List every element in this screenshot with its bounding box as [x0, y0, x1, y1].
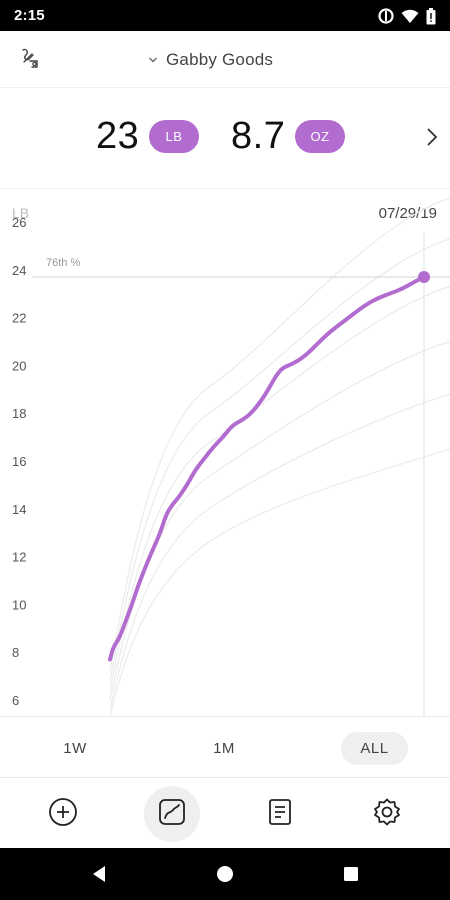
y-tick-label: 14	[12, 502, 26, 517]
bottom-nav	[0, 779, 450, 848]
percentile-reference-curve	[109, 238, 450, 682]
y-tick-label: 12	[12, 550, 26, 565]
battery-icon	[426, 7, 436, 25]
back-icon[interactable]	[88, 863, 110, 885]
nav-add-entry-button[interactable]	[35, 786, 91, 842]
percentile-reference-curve	[109, 285, 450, 691]
scale-tool-icon[interactable]	[18, 46, 44, 72]
y-tick-label: 24	[12, 263, 26, 278]
status-time: 2:15	[14, 7, 45, 24]
nav-growth-chart-button[interactable]	[144, 786, 200, 842]
recents-icon[interactable]	[340, 863, 362, 885]
app-header: Gabby Goods	[0, 31, 450, 88]
range-tab-1w-label: 1W	[63, 740, 87, 757]
y-tick-label: 26	[12, 215, 26, 230]
status-icons	[378, 7, 436, 25]
y-tick-label: 22	[12, 311, 26, 326]
range-tab-1w[interactable]: 1W	[45, 732, 105, 765]
weight-series-line	[108, 274, 426, 662]
pounds-unit-badge: LB	[149, 120, 199, 153]
y-tick-label: 20	[12, 358, 26, 373]
range-tab-all-label: ALL	[360, 740, 389, 757]
home-icon[interactable]	[214, 863, 236, 885]
wifi-icon	[401, 9, 419, 24]
ounces-unit-badge: OZ	[295, 120, 345, 153]
growth-chart[interactable]: LB 26 24 22 20 18 16 14 12 10 8 6 07/29/19 76th %	[0, 190, 450, 717]
y-tick-label: 18	[12, 406, 26, 421]
nav-settings-button[interactable]	[359, 786, 415, 842]
y-tick-label: 10	[12, 597, 26, 612]
weight-readout: 23 LB 8.7 OZ	[0, 89, 450, 189]
range-tab-1m[interactable]: 1M	[194, 732, 254, 765]
growth-chart-icon	[158, 798, 186, 831]
chevron-right-icon[interactable]	[424, 126, 440, 148]
y-axis-unit-label: LB	[12, 205, 29, 221]
percentile-reference-curve	[109, 448, 450, 717]
add-entry-icon	[48, 797, 78, 832]
percentile-reference-curve	[109, 197, 450, 672]
weight-pounds-value: 23	[96, 115, 140, 157]
percentile-reference-curve	[109, 393, 450, 710]
percentile-label: 76th %	[46, 257, 80, 269]
profile-name: Gabby Goods	[166, 50, 274, 69]
range-tab-1m-label: 1M	[213, 740, 235, 757]
weight-ounces-value: 8.7	[231, 115, 286, 157]
latest-weight-point	[418, 270, 430, 283]
chevron-down-icon	[148, 51, 158, 69]
android-nav-bar	[0, 848, 450, 900]
chart-date-label: 07/29/19	[379, 205, 437, 222]
y-tick-label: 6	[12, 693, 19, 708]
y-tick-label: 8	[12, 645, 19, 660]
log-list-icon	[268, 798, 292, 831]
y-tick-label: 16	[12, 454, 26, 469]
profile-selector[interactable]: Gabby Goods	[148, 48, 273, 72]
status-bar: 2:15	[0, 0, 450, 31]
nav-log-list-button[interactable]	[252, 786, 308, 842]
percentile-reference-curve	[109, 340, 450, 701]
range-tabs: 1W 1M ALL	[0, 718, 450, 778]
range-tab-all[interactable]: ALL	[341, 732, 408, 765]
data-saver-icon	[378, 8, 394, 24]
settings-gear-icon	[372, 797, 402, 832]
